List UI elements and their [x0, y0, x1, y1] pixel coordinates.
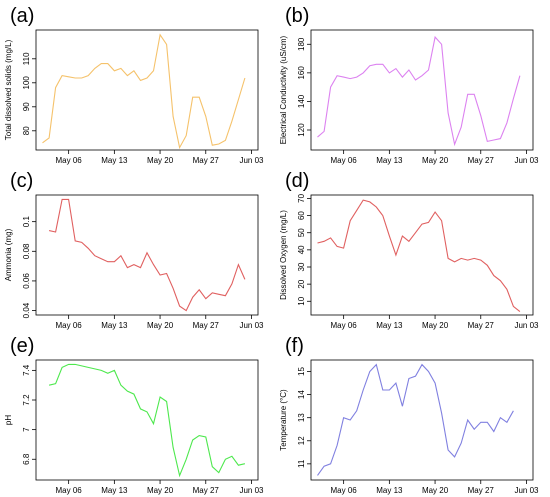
x-tick-label: May 27: [468, 486, 495, 495]
x-tick-label: May 20: [147, 321, 174, 330]
panel: (a) Total dissolved solids (mg/L) 80 90 100 1…: [4, 5, 264, 165]
y-tick-label: 60: [297, 211, 306, 220]
x-tick-label: May 27: [468, 156, 495, 165]
y-axis-label: Total dissolved solids (mg/L): [4, 39, 13, 140]
y-tick-label: 14: [297, 390, 306, 399]
plot-frame: [35, 359, 259, 481]
x-tick-label: Jun 03: [239, 486, 264, 495]
data-line: [317, 35, 521, 147]
y-axis-label: pH: [4, 415, 13, 425]
y-tick-label: 12: [297, 436, 306, 445]
panel-label: (c): [10, 170, 33, 192]
x-tick-label: May 06: [56, 486, 83, 495]
panel: (f) Temperature (°C) 11 12 13 14 15 May 06 May 1…: [279, 335, 539, 495]
x-tick-label: May 06: [331, 321, 358, 330]
panel: (e) pH 6.8 7 7.2 7.4 May 06 May 13 May 20 May 27 J…: [4, 335, 264, 495]
x-tick-label: May 20: [147, 156, 174, 165]
x-tick-label: May 27: [193, 486, 220, 495]
y-tick-label: 100: [22, 76, 31, 90]
x-tick-label: May 27: [193, 321, 220, 330]
y-tick-label: 15: [297, 367, 306, 376]
x-tick-label: May 06: [331, 486, 358, 495]
y-tick-label: 7.4: [22, 364, 31, 376]
y-tick-label: 90: [22, 102, 31, 111]
plot-frame: [310, 359, 534, 481]
data-line: [42, 33, 246, 150]
y-tick-label: 11: [297, 459, 306, 468]
panel-label: (e): [10, 335, 34, 357]
y-axis-label: Temperature (°C): [279, 389, 288, 451]
y-tick-label: 10: [297, 296, 306, 305]
plot-frame: [310, 194, 534, 316]
x-tick-label: May 13: [101, 321, 128, 330]
y-axis-label: Ammonia (mg): [4, 228, 13, 281]
y-tick-label: 7.2: [22, 394, 31, 406]
y-tick-label: 20: [297, 279, 306, 288]
y-tick-label: 70: [297, 193, 306, 202]
data-line: [317, 199, 521, 313]
panel: (c) Ammonia (mg) 0.04 0.06 0.08 0.1 May 06 May …: [4, 170, 264, 330]
y-tick-label: 50: [297, 228, 306, 237]
x-tick-label: May 27: [468, 321, 495, 330]
y-tick-label: 7: [22, 427, 31, 432]
x-tick-label: May 27: [193, 156, 220, 165]
y-tick-label: 6.8: [22, 453, 31, 465]
x-tick-label: May 13: [376, 486, 403, 495]
x-tick-label: May 13: [101, 156, 128, 165]
data-line: [317, 363, 514, 476]
x-tick-label: May 13: [101, 486, 128, 495]
data-line: [48, 363, 246, 478]
panel-label: (f): [285, 335, 304, 357]
panel-label: (b): [285, 5, 309, 27]
plot-frame: [35, 194, 259, 316]
data-line: [48, 198, 246, 312]
x-tick-label: Jun 03: [514, 156, 539, 165]
plot-frame: [35, 29, 259, 151]
panel: (d) Dissolved Oxygen (mg/L) 10 20 30 40 50 60 70…: [279, 170, 539, 330]
x-tick-label: May 20: [422, 156, 449, 165]
y-tick-label: 160: [297, 66, 306, 80]
panel: (b) Electrical Conductivity (uS/cm) 120 140…: [279, 5, 539, 165]
y-axis-label: Electrical Conductivity (uS/cm): [279, 35, 288, 144]
y-tick-label: 180: [297, 37, 306, 51]
x-tick-label: May 13: [376, 156, 403, 165]
x-tick-label: Jun 03: [239, 156, 264, 165]
x-tick-label: May 06: [331, 156, 358, 165]
y-tick-label: 0.1: [22, 216, 31, 228]
y-tick-label: 30: [297, 262, 306, 271]
x-tick-label: Jun 03: [239, 321, 264, 330]
x-tick-label: May 20: [422, 321, 449, 330]
x-tick-label: May 20: [147, 486, 174, 495]
panel-label: (a): [10, 5, 34, 27]
x-tick-label: Jun 03: [514, 321, 539, 330]
y-axis-label: Dissolved Oxygen (mg/L): [279, 210, 288, 300]
panel-label: (d): [285, 170, 309, 192]
y-tick-label: 40: [297, 245, 306, 254]
x-tick-label: May 06: [56, 321, 83, 330]
y-tick-label: 80: [22, 126, 31, 135]
x-tick-label: May 06: [56, 156, 83, 165]
x-tick-label: May 13: [376, 321, 403, 330]
plot-frame: [310, 29, 534, 151]
y-tick-label: 0.04: [22, 302, 31, 318]
y-tick-label: 140: [297, 94, 306, 108]
x-tick-label: May 20: [422, 486, 449, 495]
y-tick-label: 13: [297, 413, 306, 422]
y-tick-label: 120: [297, 123, 306, 137]
y-tick-label: 110: [22, 52, 31, 65]
x-tick-label: Jun 03: [514, 486, 539, 495]
y-tick-label: 0.06: [22, 273, 31, 289]
y-tick-label: 0.08: [22, 243, 31, 259]
